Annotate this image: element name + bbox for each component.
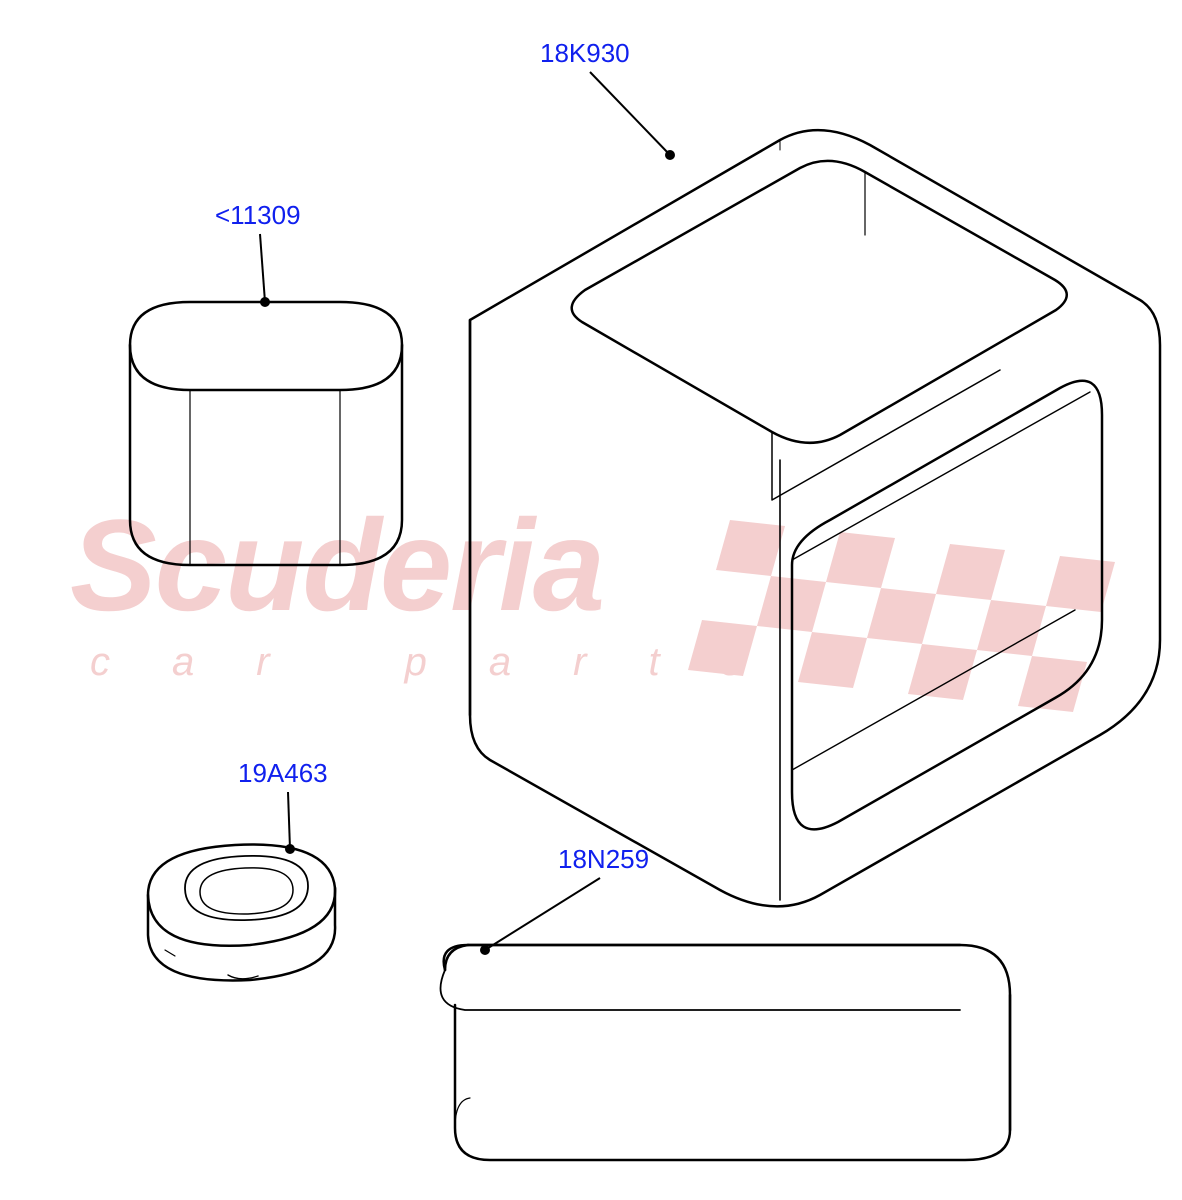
diagram-canvas: Scuderia car parts <1130918K93019A46318N… — [0, 0, 1182, 1200]
callout-lines — [0, 0, 1182, 1200]
callout-label-18N259[interactable]: 18N259 — [558, 844, 649, 875]
callout-label-18K930[interactable]: 18K930 — [540, 38, 630, 69]
callout-label-11309[interactable]: <11309 — [215, 200, 301, 231]
callout-label-19A463[interactable]: 19A463 — [238, 758, 328, 789]
